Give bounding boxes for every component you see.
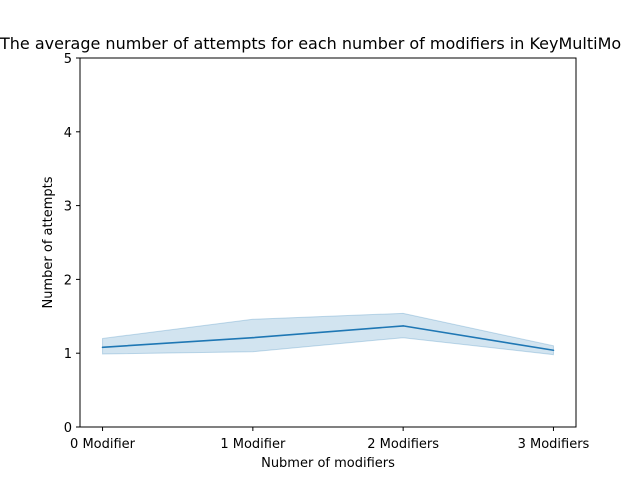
- x-tick-label: 1 Modifier: [220, 437, 286, 452]
- x-tick-label: 0 Modifier: [70, 437, 136, 452]
- x-tick-label: 2 Modifiers: [367, 437, 439, 452]
- x-axis: 0 Modifier 1 Modifier 2 Modifiers 3 Modifie…: [70, 427, 590, 452]
- y-tick-label: 5: [64, 52, 72, 67]
- y-tick-label: 2: [64, 273, 72, 288]
- y-axis: 0 1 2 3 4 5: [64, 52, 80, 436]
- plot-area: [101, 312, 555, 356]
- y-tick-label: 1: [64, 347, 72, 362]
- y-axis-label: Number of attempts: [41, 176, 56, 308]
- data-point: [402, 325, 404, 327]
- series-line: [102, 325, 554, 352]
- y-tick-label: 3: [64, 200, 72, 215]
- x-axis-label: Nubmer of modifiers: [261, 456, 395, 471]
- confidence-band: [102, 312, 554, 356]
- y-tick-label: 4: [64, 126, 72, 141]
- y-tick-label: 0: [64, 421, 72, 436]
- axes-frame: [79, 57, 577, 428]
- chart-title: The average number of attempts for each …: [0, 34, 621, 53]
- data-point: [252, 336, 254, 339]
- x-tick-label: 3 Modifiers: [518, 437, 590, 452]
- data-point: [552, 349, 555, 352]
- data-point: [101, 346, 104, 349]
